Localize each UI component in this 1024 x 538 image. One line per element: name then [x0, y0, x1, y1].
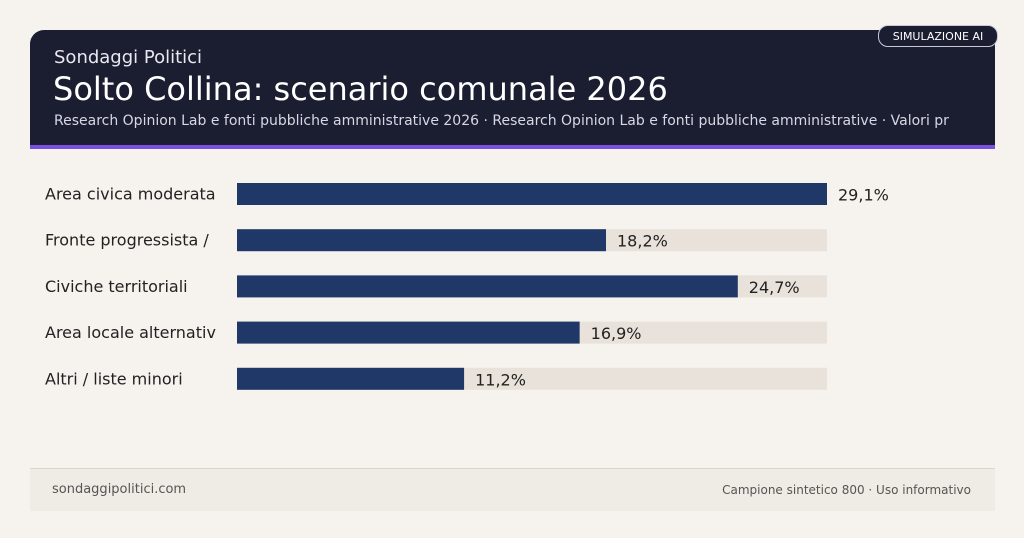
subtitle: Research Opinion Lab e fonti pubbliche a… — [54, 113, 949, 129]
bar — [237, 275, 738, 298]
value-label: 18,2% — [617, 232, 668, 251]
category-label: Area locale alternativ — [45, 323, 216, 342]
category-label: Area civica moderata — [45, 185, 216, 204]
badge: SIMULAZIONE AI — [878, 25, 998, 47]
value-label: 16,9% — [591, 324, 642, 343]
bar — [237, 321, 580, 344]
chart: Area civica moderata 29,1% Fronte progress… — [45, 183, 889, 390]
value-label: 29,1% — [838, 186, 889, 205]
category-label: Altri / liste minori — [45, 369, 183, 388]
bar — [237, 229, 607, 252]
bar — [237, 183, 827, 205]
value-label: 11,2% — [475, 370, 526, 389]
bar — [237, 367, 465, 390]
value-label: 24,7% — [749, 278, 800, 297]
category-label: Fronte progressista / — [45, 231, 209, 250]
footer-source: sondaggipolitici.com — [52, 482, 187, 497]
kicker: Sondaggi Politici — [54, 47, 203, 68]
title: Solto Collina: scenario comunale 2026 — [53, 70, 668, 108]
footer-note: Campione sintetico 800 · Uso informativo — [722, 483, 971, 497]
category-label: Civiche territoriali — [45, 277, 188, 296]
header: Sondaggi Politici Solto Collina: scenari… — [30, 30, 995, 149]
footer: sondaggipolitici.com Campione sintetico … — [30, 468, 995, 511]
